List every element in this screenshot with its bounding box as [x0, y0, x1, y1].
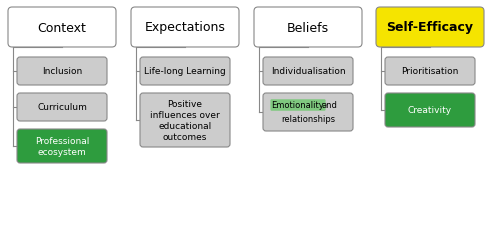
FancyBboxPatch shape — [376, 8, 484, 48]
Text: Positive
influences over
educational
outcomes: Positive influences over educational out… — [150, 100, 220, 141]
Text: relationships: relationships — [281, 115, 335, 124]
Text: Prioritisation: Prioritisation — [402, 67, 458, 76]
FancyBboxPatch shape — [17, 94, 107, 122]
FancyBboxPatch shape — [254, 8, 362, 48]
Text: Life-long Learning: Life-long Learning — [144, 67, 226, 76]
Text: Beliefs: Beliefs — [287, 22, 329, 34]
FancyBboxPatch shape — [263, 58, 353, 86]
Text: Curriculum: Curriculum — [37, 103, 87, 112]
Text: Self-Efficacy: Self-Efficacy — [386, 22, 474, 34]
Text: Individualisation: Individualisation — [270, 67, 345, 76]
FancyBboxPatch shape — [131, 8, 239, 48]
Text: Creativity: Creativity — [408, 106, 452, 115]
Text: Emotionality: Emotionality — [272, 101, 324, 110]
Text: Inclusion: Inclusion — [42, 67, 82, 76]
FancyBboxPatch shape — [17, 130, 107, 163]
Text: Professional
ecosystem: Professional ecosystem — [35, 136, 89, 156]
Text: and: and — [321, 101, 337, 110]
FancyBboxPatch shape — [263, 94, 353, 132]
Text: Context: Context — [38, 22, 86, 34]
FancyBboxPatch shape — [8, 8, 116, 48]
Text: Expectations: Expectations — [144, 22, 226, 34]
FancyBboxPatch shape — [17, 58, 107, 86]
FancyBboxPatch shape — [140, 94, 230, 148]
FancyBboxPatch shape — [140, 58, 230, 86]
FancyBboxPatch shape — [385, 58, 475, 86]
FancyBboxPatch shape — [385, 94, 475, 128]
